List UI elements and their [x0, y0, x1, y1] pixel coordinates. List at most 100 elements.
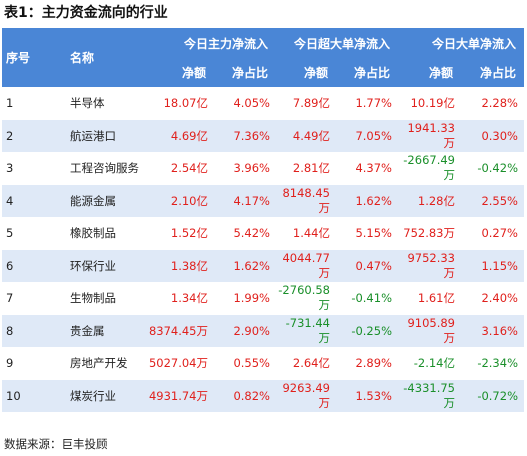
header-seq: 序号	[6, 51, 31, 65]
row-value-f: 2.40%	[481, 291, 518, 306]
row-value-a: 5027.04万	[148, 356, 208, 371]
row-value-b: 0.82%	[233, 388, 270, 403]
row-industry-name: 航运港口	[70, 128, 116, 143]
row-industry-name: 煤炭行业	[70, 388, 116, 403]
header-row-sub: 净额 净占比 净额 净占比 净额 净占比	[2, 58, 524, 87]
row-seq: 3	[6, 161, 14, 176]
table-row: 1 半导体 18.07亿 4.05% 7.89亿 1.77% 10.19亿 2.28%	[2, 87, 524, 120]
row-value-e: -2667.49万	[403, 153, 455, 183]
header-group-large: 今日大单净流入	[431, 36, 516, 51]
row-value-c: 2.81亿	[292, 161, 330, 176]
row-value-b: 5.42%	[233, 226, 270, 241]
table-row: 2 航运港口 4.69亿 7.36% 4.49亿 7.05% 1941.33万 0.30%	[2, 119, 524, 152]
row-value-c: 2.64亿	[292, 356, 330, 371]
row-value-e: 10.19亿	[410, 96, 455, 111]
row-value-e: -4331.75万	[403, 380, 455, 410]
row-seq: 8	[6, 323, 14, 338]
row-value-e: 1.61亿	[417, 291, 455, 306]
header-group-main: 今日主力净流入	[183, 36, 268, 51]
row-value-c: 1.44亿	[292, 226, 330, 241]
table-row: 7 生物制品 1.34亿 1.99% -2760.58万 -0.41% 1.61亿 2.40%	[2, 282, 524, 315]
row-value-b: 1.99%	[233, 291, 270, 306]
header-net-ratio: 净占比	[231, 66, 268, 80]
row-industry-name: 半导体	[70, 96, 105, 111]
row-value-a: 8374.45万	[148, 323, 208, 338]
row-industry-name: 工程咨询服务	[70, 161, 139, 176]
row-value-f: -2.34%	[477, 356, 518, 371]
row-value-d: 0.47%	[355, 258, 392, 273]
row-value-c: 4044.77万	[282, 250, 330, 280]
row-value-b: 7.36%	[233, 128, 270, 143]
row-value-f: 0.27%	[481, 226, 518, 241]
table-title: 表1：主力资金流向的行业	[4, 5, 168, 21]
row-value-a: 1.52亿	[170, 226, 208, 241]
row-value-d: 2.89%	[355, 356, 392, 371]
row-seq: 4	[6, 193, 14, 208]
row-value-d: 7.05%	[355, 128, 392, 143]
data-source: 数据来源：巨丰投顾	[4, 437, 108, 451]
row-value-a: 4.69亿	[170, 128, 208, 143]
row-seq: 1	[6, 96, 14, 111]
row-value-a: 1.38亿	[170, 258, 208, 273]
row-value-e: 752.83万	[403, 226, 455, 241]
row-seq: 6	[6, 258, 14, 273]
row-value-e: 9752.33万	[407, 250, 455, 280]
row-value-d: 5.15%	[355, 226, 392, 241]
row-value-e: -2.14亿	[413, 356, 455, 371]
row-industry-name: 贵金属	[70, 323, 105, 338]
row-value-c: 8148.45万	[282, 185, 330, 215]
row-value-d: 1.62%	[355, 193, 392, 208]
row-value-e: 9105.89万	[407, 315, 455, 345]
header-net-ratio: 净占比	[353, 66, 390, 80]
row-value-d: 1.53%	[355, 388, 392, 403]
row-value-a: 18.07亿	[163, 96, 208, 111]
row-value-a: 4931.74万	[148, 388, 208, 403]
row-value-a: 2.10亿	[170, 193, 208, 208]
row-value-a: 2.54亿	[170, 161, 208, 176]
table-row: 8 贵金属 8374.45万 2.90% -731.44万 -0.25% 9105.89万 3…	[2, 314, 524, 347]
row-value-c: 9263.49万	[282, 380, 330, 410]
fund-flow-table: 今日主力净流入 今日超大单净流入 今日大单净流入 净额 净占比 净额 净占比 净…	[2, 28, 524, 412]
row-industry-name: 橡胶制品	[70, 226, 116, 241]
row-value-c: 4.49亿	[292, 128, 330, 143]
row-value-f: 1.15%	[481, 258, 518, 273]
row-seq: 5	[6, 226, 14, 241]
header-row-groups: 今日主力净流入 今日超大单净流入 今日大单净流入	[2, 28, 524, 58]
row-seq: 9	[6, 356, 14, 371]
row-value-d: 1.77%	[355, 96, 392, 111]
row-seq: 10	[6, 388, 21, 403]
row-value-e: 1941.33万	[407, 120, 455, 150]
row-industry-name: 生物制品	[70, 291, 116, 306]
header-group-super: 今日超大单净流入	[293, 36, 390, 51]
row-seq: 2	[6, 128, 14, 143]
row-value-a: 1.34亿	[170, 291, 208, 306]
row-value-b: 2.90%	[233, 323, 270, 338]
row-seq: 7	[6, 291, 14, 306]
table-row: 6 环保行业 1.38亿 1.62% 4044.77万 0.47% 9752.33万 1.15…	[2, 249, 524, 282]
row-industry-name: 能源金属	[70, 193, 116, 208]
header-net-amount: 净额	[181, 66, 206, 80]
table-row: 4 能源金属 2.10亿 4.17% 8148.45万 1.62% 1.28亿 2.55%	[2, 184, 524, 217]
row-value-b: 1.62%	[233, 258, 270, 273]
row-value-f: 2.55%	[481, 193, 518, 208]
row-value-f: 2.28%	[481, 96, 518, 111]
header-net-ratio: 净占比	[479, 66, 516, 80]
header-net-amount: 净额	[303, 66, 328, 80]
row-industry-name: 房地产开发	[70, 356, 128, 371]
row-value-b: 3.96%	[233, 161, 270, 176]
row-value-f: -0.72%	[477, 388, 518, 403]
row-industry-name: 环保行业	[70, 258, 116, 273]
row-value-d: -0.41%	[351, 291, 392, 306]
table-row: 9 房地产开发 5027.04万 0.55% 2.64亿 2.89% -2.14亿 -2.34…	[2, 347, 524, 380]
row-value-b: 4.05%	[233, 96, 270, 111]
row-value-c: 7.89亿	[292, 96, 330, 111]
row-value-d: -0.25%	[351, 323, 392, 338]
row-value-b: 4.17%	[233, 193, 270, 208]
table-body: 1 半导体 18.07亿 4.05% 7.89亿 1.77% 10.19亿 2.28% 2 航运港…	[2, 87, 524, 412]
row-value-c: -2760.58万	[278, 283, 330, 313]
table-row: 10 煤炭行业 4931.74万 0.82% 9263.49万 1.53% -4331.75…	[2, 379, 524, 412]
row-value-b: 0.55%	[233, 356, 270, 371]
row-value-d: 4.37%	[355, 161, 392, 176]
table-row: 5 橡胶制品 1.52亿 5.42% 1.44亿 5.15% 752.83万 0.27%	[2, 217, 524, 250]
header-name: 名称	[70, 51, 95, 65]
